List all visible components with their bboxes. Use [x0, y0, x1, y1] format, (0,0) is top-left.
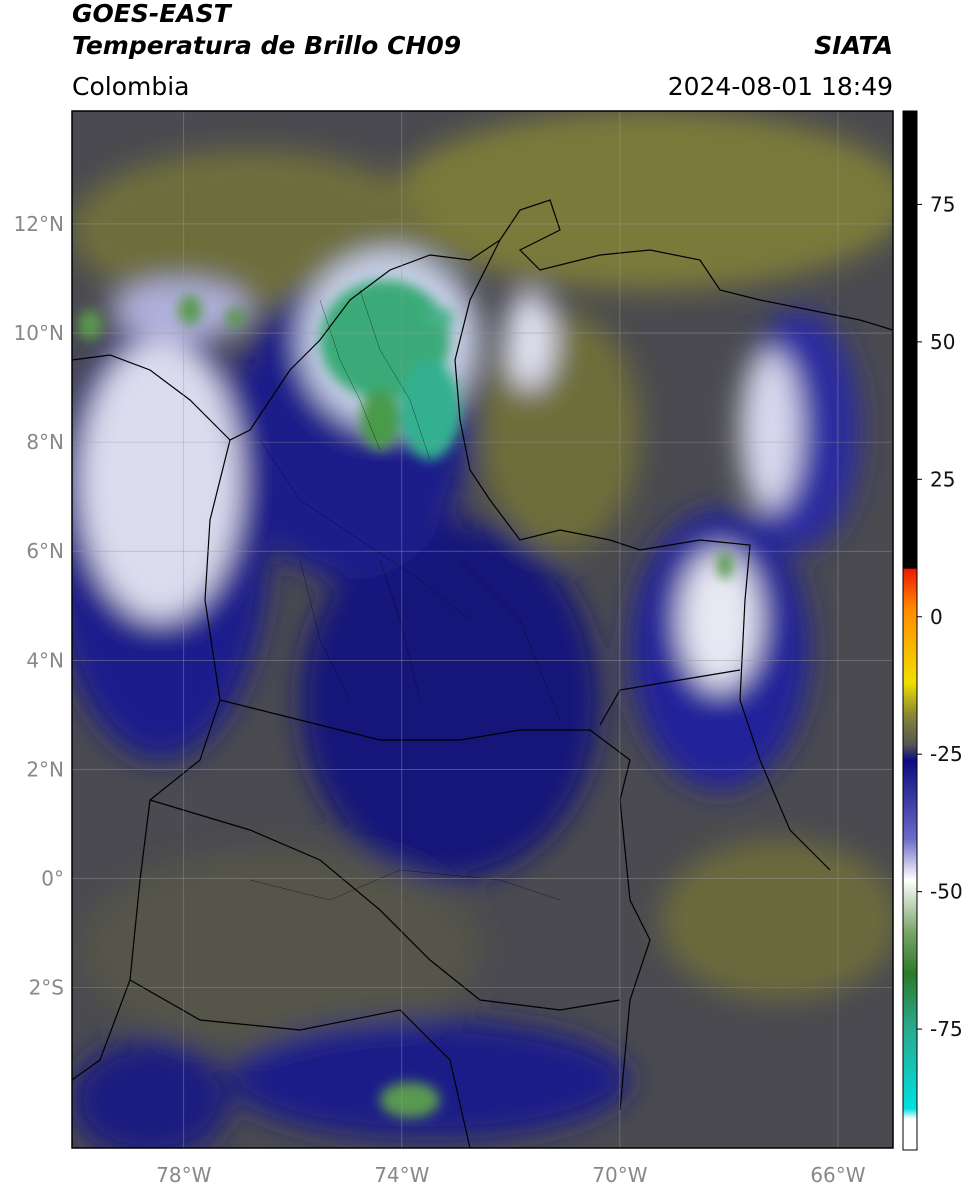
satellite: GOES-EAST — [72, 0, 233, 28]
lat-label: 8°N — [26, 430, 64, 454]
lat-label: 2°S — [29, 976, 64, 1000]
colorbar — [902, 110, 918, 1151]
colorbar-label: 50 — [930, 330, 955, 354]
lon-label: 70°W — [592, 1163, 647, 1187]
colorbar-label: 75 — [930, 192, 955, 216]
datetime: 2024-08-01 18:49 — [668, 72, 893, 101]
product: Temperatura de Brillo CH09 — [72, 31, 461, 60]
lat-label: 2°N — [26, 757, 64, 781]
satellite-image — [72, 111, 893, 1148]
lat-label: 12°N — [14, 212, 64, 236]
map-frame — [71, 110, 894, 1149]
lon-label: 78°W — [156, 1163, 211, 1187]
lat-label: 10°N — [14, 321, 64, 345]
lat-label: 0° — [41, 867, 64, 891]
colorbar-label: 25 — [930, 467, 955, 491]
lon-label: 74°W — [374, 1163, 429, 1187]
colorbar-label: -75 — [930, 1017, 963, 1041]
region: Colombia — [72, 72, 189, 101]
lon-label: 66°W — [810, 1163, 865, 1187]
source: SIATA — [814, 31, 893, 60]
graticule — [72, 111, 893, 1148]
lat-label: 4°N — [26, 648, 64, 672]
lat-label: 6°N — [26, 539, 64, 563]
colorbar-label: -50 — [930, 880, 963, 904]
colorbar-label: -25 — [930, 742, 963, 766]
colorbar-label: 0 — [930, 605, 943, 629]
